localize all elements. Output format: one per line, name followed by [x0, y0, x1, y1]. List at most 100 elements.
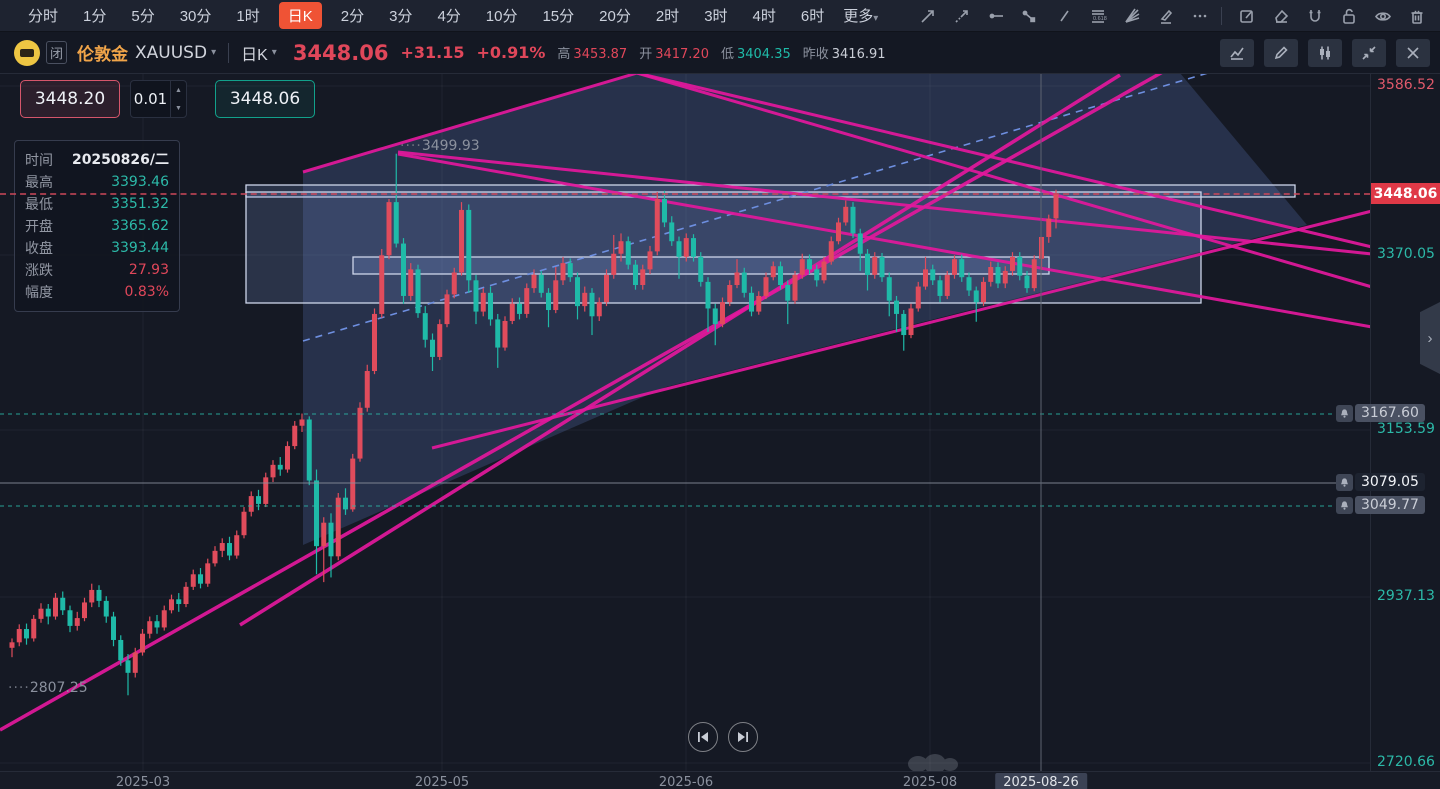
- market-status-badge: 闭: [46, 41, 68, 64]
- close-button[interactable]: [1396, 38, 1430, 67]
- note-icon[interactable]: [1232, 4, 1262, 28]
- avatar[interactable]: [14, 39, 40, 66]
- timeframe-2时[interactable]: 2时: [655, 8, 680, 25]
- bell-icon: [1336, 473, 1353, 491]
- timeframe-3分[interactable]: 3分: [389, 8, 413, 25]
- timeframe-3时[interactable]: 3时: [704, 8, 728, 25]
- timeframe-2分[interactable]: 2分: [340, 8, 365, 25]
- tooltip-row-涨跌: 涨跌 27.93: [25, 262, 169, 278]
- price-alert-3079.05[interactable]: 3079.05: [1336, 473, 1425, 491]
- symbol-code[interactable]: XAUUSD: [135, 42, 208, 63]
- collapse-button[interactable]: [1352, 38, 1386, 67]
- current-price-line: [0, 193, 1370, 195]
- polyline-icon[interactable]: [1015, 4, 1045, 28]
- ohlc-stats: 高 3453.87 开 3417.20 低 3404.35 昨收 3416.91: [545, 43, 885, 62]
- period-selector[interactable]: 日K: [241, 46, 268, 64]
- ohlc-tooltip-panel: 时间 20250826/二 最高 3393.46 最低 3351.32 开盘 3365.62 收…: [14, 140, 180, 312]
- last-price: 3448.06: [292, 40, 389, 65]
- unlock-icon[interactable]: [1334, 4, 1364, 28]
- price-alert-3167.60[interactable]: 3167.60: [1336, 404, 1425, 422]
- candles-button[interactable]: [1308, 38, 1342, 67]
- timeframe-20分[interactable]: 20分: [599, 8, 631, 25]
- x-axis-tick: 2025-06: [658, 775, 714, 789]
- ray-icon[interactable]: [947, 4, 977, 28]
- x-axis-tick: 2025-03: [115, 775, 171, 789]
- trend-line-icon[interactable]: [913, 4, 943, 28]
- line-chart-button[interactable]: [1220, 38, 1254, 67]
- magnet-icon[interactable]: [1300, 4, 1330, 28]
- stat-低: 低 3404.35: [720, 46, 791, 62]
- timeframe-toolbar: 分时 1分 5分 30分 1时 日K 2分 3分 4分 10分 15分 20分 2时 3时 4时 6时 更多▾…: [0, 0, 1440, 32]
- stat-高: 高 3453.87: [557, 46, 628, 62]
- delete-icon[interactable]: [1402, 4, 1432, 28]
- fibonacci-icon[interactable]: 0.618: [1083, 4, 1113, 28]
- price-change-percent: +0.91%: [476, 43, 546, 62]
- y-axis-tick: 2720.66: [1377, 754, 1435, 770]
- x-axis-tick: 2025-08: [902, 775, 958, 789]
- crosshair-date-badge: 2025-08-26: [995, 773, 1087, 789]
- close-icon: [1407, 46, 1419, 59]
- timeframe-30分[interactable]: 30分: [179, 8, 212, 25]
- price-alert-3049.77[interactable]: 3049.77: [1336, 496, 1425, 514]
- tooltip-row-幅度: 幅度 0.83%: [25, 284, 169, 300]
- tooltip-row-时间: 时间 20250826/二: [25, 152, 169, 168]
- toolbar-divider: [1221, 6, 1222, 25]
- step-down-button[interactable]: ▼: [175, 104, 182, 112]
- stat-昨收: 昨收 3416.91: [802, 46, 886, 62]
- timeframe-more-button[interactable]: 更多▾: [843, 8, 879, 25]
- side-panel-expander[interactable]: ›: [1420, 302, 1440, 374]
- edit-icon: [1274, 45, 1288, 59]
- price-axis[interactable]: 3586.52 3370.05 3153.59 2937.13 2720.66: [1370, 74, 1440, 771]
- y-axis-tick: 2937.13: [1377, 588, 1435, 604]
- tooltip-row-最低: 最低 3351.32: [25, 196, 169, 212]
- symbol-bar: 闭 伦敦金 XAUUSD ▾ 日K ▾ 3448.06 +31.15 +0.91…: [0, 32, 1440, 74]
- stat-开: 开 3417.20: [639, 46, 709, 62]
- price-annotation: ····2807.25: [8, 680, 88, 696]
- timeframe-1分[interactable]: 1分: [83, 8, 107, 25]
- edit-button[interactable]: [1264, 38, 1298, 67]
- tooltip-row-收盘: 收盘 3393.44: [25, 240, 169, 256]
- timeframe-list: 分时 1分 5分 30分 1时 日K 2分 3分 4分 10分 15分 20分 2时 3时 4时 6时: [0, 2, 830, 29]
- bell-icon: [1336, 496, 1353, 514]
- drawing-tools: 0.618: [909, 4, 1432, 28]
- step-value: 0.01: [133, 90, 168, 108]
- chevron-down-icon: ▾: [271, 47, 277, 58]
- y-axis-tick: 3586.52: [1377, 77, 1435, 93]
- brush-icon[interactable]: [1049, 4, 1079, 28]
- timeframe-1时[interactable]: 1时: [236, 8, 260, 25]
- order-panel: 3448.20 0.01 ▲ ▼ 3448.06: [20, 80, 315, 118]
- price-change: +31.15: [400, 43, 465, 62]
- horizontal-line-icon[interactable]: [981, 4, 1011, 28]
- timeframe-日K[interactable]: 日K: [278, 2, 322, 29]
- timeframe-5分[interactable]: 5分: [131, 8, 155, 25]
- highlighter-icon[interactable]: [1151, 4, 1181, 28]
- candles-icon: [1320, 46, 1330, 59]
- quantity-stepper[interactable]: 0.01 ▲ ▼: [130, 80, 187, 118]
- bell-icon: [1336, 404, 1353, 422]
- step-up-button[interactable]: ▲: [175, 86, 182, 94]
- symbol-actions: [1210, 38, 1430, 67]
- timeframe-6时[interactable]: 6时: [800, 8, 825, 25]
- timeframe-4时[interactable]: 4时: [752, 8, 776, 25]
- buy-price-button[interactable]: 3448.06: [215, 80, 315, 118]
- timeframe-4分[interactable]: 4分: [437, 8, 461, 25]
- time-axis[interactable]: 2025-03 2025-05 2025-06 2025-08 2025-08-26: [0, 771, 1440, 789]
- visibility-icon[interactable]: [1368, 4, 1398, 28]
- skip-forward-icon: [738, 732, 748, 742]
- timeframe-10分[interactable]: 10分: [485, 8, 518, 25]
- x-axis-tick: 2025-05: [414, 775, 470, 789]
- timeframe-分时[interactable]: 分时: [28, 8, 59, 25]
- more-icon[interactable]: [1185, 4, 1215, 28]
- fan-icon[interactable]: [1117, 4, 1147, 28]
- timeframe-15分[interactable]: 15分: [542, 8, 575, 25]
- chevron-down-icon: ▾: [873, 13, 879, 24]
- skip-to-start-button[interactable]: [688, 722, 718, 752]
- eraser-icon[interactable]: [1266, 4, 1296, 28]
- collapse-icon: [1362, 45, 1376, 60]
- skip-to-end-button[interactable]: [728, 722, 758, 752]
- y-axis-tick: 3370.05: [1377, 246, 1435, 262]
- line-chart-icon: [1230, 47, 1244, 60]
- sell-price-button[interactable]: 3448.20: [20, 80, 120, 118]
- chevron-down-icon: ▾: [211, 47, 217, 58]
